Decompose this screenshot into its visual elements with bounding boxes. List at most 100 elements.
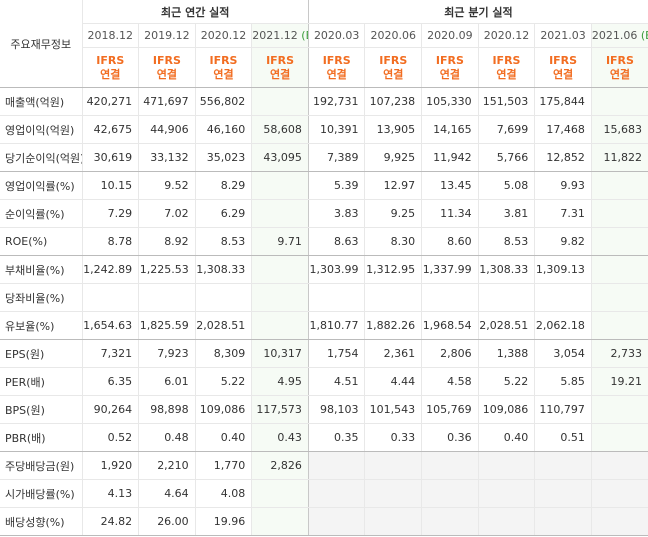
accounting: IFRS — [209, 53, 238, 67]
cell: 471,697 — [138, 87, 196, 116]
row-label: EPS(원) — [0, 339, 82, 368]
cell: 42,675 — [81, 115, 139, 144]
cell — [251, 311, 309, 340]
basis: IFRS 연결 — [421, 47, 479, 88]
cell — [477, 451, 535, 480]
basis: IFRS 연결 — [81, 47, 139, 88]
cell: 7,699 — [477, 115, 535, 144]
cell: 19.96 — [194, 507, 252, 536]
cell — [251, 87, 309, 116]
cell: 3.83 — [307, 199, 365, 228]
cell — [364, 283, 422, 312]
basis: IFRS 연결 — [138, 47, 196, 88]
cell — [590, 255, 648, 284]
cell: 0.35 — [307, 423, 365, 452]
cell: 10.15 — [81, 171, 139, 200]
cell: 9.52 — [138, 171, 196, 200]
cell: 5.22 — [477, 367, 535, 396]
period: 2019.12 — [138, 23, 196, 48]
cell: 24.82 — [81, 507, 139, 536]
cell: 12.97 — [364, 171, 422, 200]
period: 2020.12 — [477, 23, 535, 48]
cell — [534, 479, 592, 508]
cell: 109,086 — [194, 395, 252, 424]
cell: 5.39 — [307, 171, 365, 200]
estimate-mark: (E) — [640, 29, 648, 42]
cell: 4.08 — [194, 479, 252, 508]
row-label: PER(배) — [0, 367, 82, 396]
table-head: 주요재무정보 최근 연간 실적 최근 분기 실적 2018.12 2019.12 2020… — [0, 0, 648, 88]
cell — [590, 311, 648, 340]
period: 2020.12 — [194, 23, 252, 48]
cell: 33,132 — [138, 143, 196, 172]
cell: 105,330 — [421, 87, 479, 116]
data-row: 주당배당금(원) 1,920 2,210 1,770 2,826 — [0, 451, 648, 480]
data-row: 시가배당률(%) 4.13 4.64 4.08 — [0, 479, 648, 508]
cell: 5.22 — [194, 367, 252, 396]
cell: 117,573 — [251, 395, 309, 424]
cell: 11,942 — [421, 143, 479, 172]
cell — [590, 395, 648, 424]
cell — [364, 507, 422, 536]
cell: 2,806 — [421, 339, 479, 368]
row-label: 주당배당금(원) — [0, 451, 82, 480]
accounting: IFRS — [605, 53, 634, 67]
cell — [477, 283, 535, 312]
data-row: 영업이익(억원) 42,675 44,906 46,160 58,608 10,391 13… — [0, 115, 648, 144]
cell — [590, 423, 648, 452]
cell: 11,822 — [590, 143, 648, 172]
period-date: 2021.06 — [591, 29, 638, 42]
cell: 14,165 — [421, 115, 479, 144]
cell: 17,468 — [534, 115, 592, 144]
period-date: 2020.09 — [427, 29, 473, 42]
period-date: 2021.12 — [252, 29, 298, 42]
cell — [81, 283, 139, 312]
cell — [251, 283, 309, 312]
basis: IFRS 연결 — [590, 47, 648, 88]
cell: 8.30 — [364, 227, 422, 256]
cell: 101,543 — [364, 395, 422, 424]
cell: 8.60 — [421, 227, 479, 256]
cell: 5,766 — [477, 143, 535, 172]
cell: 9.25 — [364, 199, 422, 228]
row-label: BPS(원) — [0, 395, 82, 424]
cell: 4.58 — [421, 367, 479, 396]
group-title: 최근 분기 실적 — [307, 0, 648, 24]
cell: 30,619 — [81, 143, 139, 172]
data-row: 영업이익률(%) 10.15 9.52 8.29 5.39 12.97 13.45 5.08 9… — [0, 171, 648, 200]
cell: 3,054 — [534, 339, 592, 368]
cell: 13,905 — [364, 115, 422, 144]
cell: 1,308.33 — [477, 255, 535, 284]
cell: 8.29 — [194, 171, 252, 200]
data-row: PBR(배) 0.52 0.48 0.40 0.43 0.35 0.33 0.36 0.40 0.… — [0, 423, 648, 452]
period-date: 2019.12 — [144, 29, 190, 42]
cell: 9.71 — [251, 227, 309, 256]
cell — [590, 199, 648, 228]
period: 2021.12 (E) — [251, 23, 309, 48]
cell — [534, 283, 592, 312]
accounting: IFRS — [492, 53, 521, 67]
cell: 4.51 — [307, 367, 365, 396]
cell: 1,654.63 — [81, 311, 139, 340]
scope: 연결 — [439, 67, 460, 81]
cell: 2,210 — [138, 451, 196, 480]
cell: 556,802 — [194, 87, 252, 116]
cell — [251, 479, 309, 508]
cell — [590, 227, 648, 256]
cell: 6.29 — [194, 199, 252, 228]
cell: 109,086 — [477, 395, 535, 424]
cell — [421, 451, 479, 480]
period-date: 2018.12 — [87, 29, 134, 42]
basis: IFRS 연결 — [534, 47, 592, 88]
cell: 1,312.95 — [364, 255, 422, 284]
cell: 2,028.51 — [194, 311, 252, 340]
data-row: 매출액(억원) 420,271 471,697 556,802 192,731 107,2… — [0, 87, 648, 116]
row-label: 유보율(%) — [0, 311, 82, 340]
cell: 0.51 — [534, 423, 592, 452]
cell: 0.43 — [251, 423, 309, 452]
cell: 175,844 — [534, 87, 592, 116]
period: 2020.09 — [421, 23, 479, 48]
basis: IFRS 연결 — [364, 47, 422, 88]
cell — [590, 451, 648, 480]
